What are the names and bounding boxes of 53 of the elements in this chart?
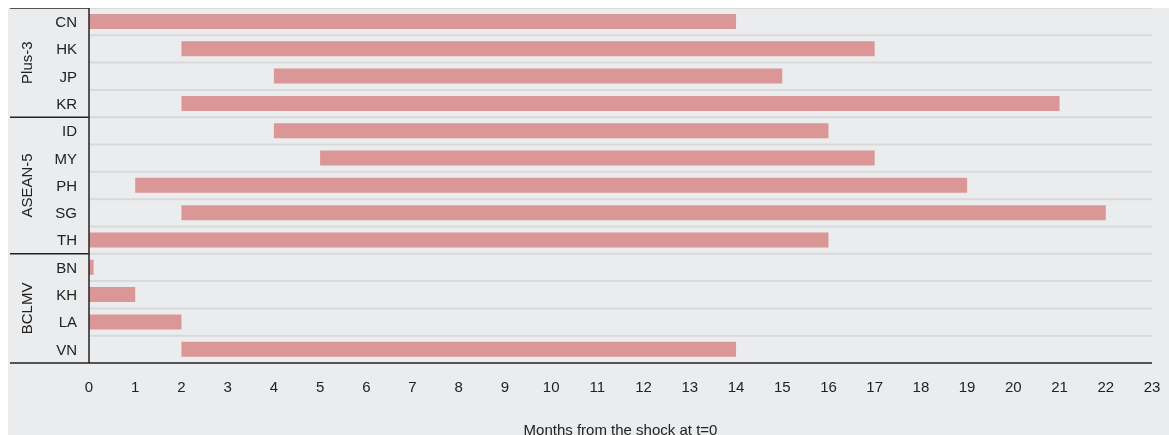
y-tick-label: VN (56, 340, 77, 358)
x-tick-label: 4 (269, 377, 279, 395)
bar (273, 68, 783, 84)
y-tick-label: SG (55, 204, 77, 222)
y-tick-label: PH (56, 176, 77, 194)
bar (273, 123, 829, 139)
x-tick-label: 2 (177, 377, 186, 395)
bar (89, 232, 829, 248)
x-tick-label: 15 (773, 377, 791, 395)
y-tick-label: KH (56, 286, 77, 304)
y-tick-label: BN (56, 258, 77, 276)
x-tick-label: 21 (1051, 377, 1068, 395)
bar (89, 287, 136, 303)
text: BCLMV (17, 282, 35, 335)
bar (181, 41, 875, 57)
x-axis-title: Months from the shock at t=0 (523, 421, 718, 435)
y-tick-label: TH (57, 231, 77, 249)
x-tick-label: 13 (681, 377, 699, 395)
x-tick-label: 22 (1097, 377, 1115, 395)
x-tick-label: 16 (820, 377, 837, 395)
x-tick-label: 12 (635, 377, 652, 395)
x-tick-label: 1 (131, 377, 140, 395)
text: Plus-3 (17, 41, 35, 84)
y-tick-label: ID (62, 122, 78, 140)
y-tick-label: CN (55, 12, 77, 30)
x-tick-label: 3 (223, 377, 232, 395)
y-tick-label: LA (58, 313, 77, 331)
x-tick-label: 7 (408, 377, 417, 395)
x-tick-label: 0 (84, 377, 94, 395)
bar (89, 314, 182, 330)
x-tick-label: 19 (958, 377, 976, 395)
bar (89, 14, 737, 30)
x-tick-label: 20 (1005, 377, 1022, 395)
y-tick-label: HK (56, 40, 77, 58)
bar (181, 95, 1060, 111)
bar (135, 177, 968, 193)
x-tick-label: 17 (866, 377, 884, 395)
y-tick-label: MY (54, 149, 77, 167)
x-tick-label: 6 (362, 377, 371, 395)
text: ASEAN-5 (17, 153, 35, 218)
x-tick-label: 10 (542, 377, 560, 395)
x-tick-label: 23 (1143, 377, 1161, 395)
bar (181, 205, 1106, 221)
x-tick-label: 5 (315, 377, 325, 395)
y-tick-label: KR (56, 94, 78, 112)
x-tick-label: 11 (589, 377, 606, 395)
x-tick-label: 18 (912, 377, 930, 395)
bar (320, 150, 875, 166)
x-tick-label: 8 (454, 377, 463, 395)
x-tick-label: 14 (727, 377, 745, 395)
bar (181, 341, 737, 357)
y-tick-label: JP (59, 67, 77, 85)
x-tick-label: 9 (500, 377, 510, 395)
